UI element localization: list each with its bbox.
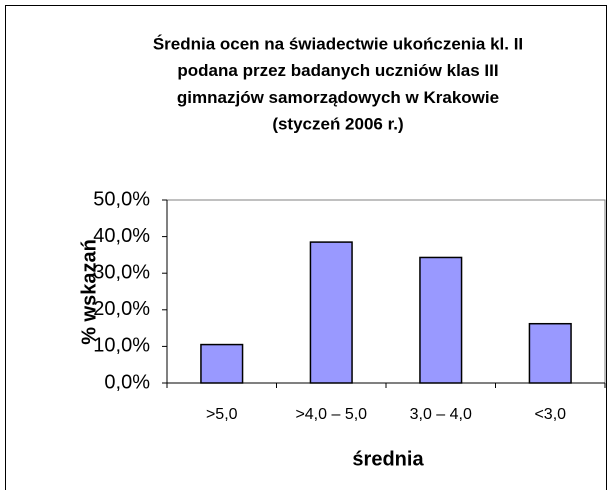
y-tick-label: 20,0% bbox=[93, 298, 150, 320]
chart-frame bbox=[5, 5, 607, 490]
chart-title: Średnia ocen na świadectwie ukończenia k… bbox=[153, 34, 523, 133]
title-line: (styczeń 2006 r.) bbox=[272, 115, 403, 134]
title-line: gimnazjów samorządowych w Krakowie bbox=[177, 88, 499, 107]
bar bbox=[419, 256, 463, 384]
y-tick-label: 30,0% bbox=[93, 261, 150, 283]
y-axis-label: % wskazań bbox=[78, 239, 100, 345]
x-tick-label: >5,0 bbox=[206, 406, 238, 423]
bar bbox=[309, 241, 353, 384]
x-tick-label: <3,0 bbox=[534, 406, 566, 423]
y-tick-label: 0,0% bbox=[104, 371, 150, 393]
x-tick-label: 3,0 – 4,0 bbox=[410, 406, 472, 423]
y-tick-label: 50,0% bbox=[93, 188, 150, 210]
title-line: Średnia ocen na świadectwie ukończenia k… bbox=[153, 34, 523, 53]
x-tick-label: >4,0 – 5,0 bbox=[295, 406, 367, 423]
y-tick-label: 10,0% bbox=[93, 335, 150, 357]
x-axis-label: średnia bbox=[352, 448, 424, 470]
bar bbox=[528, 322, 572, 384]
title-line: podana przez badanych uczniów klas III bbox=[177, 61, 498, 80]
bar bbox=[200, 343, 244, 384]
y-tick-label: 40,0% bbox=[93, 225, 150, 247]
